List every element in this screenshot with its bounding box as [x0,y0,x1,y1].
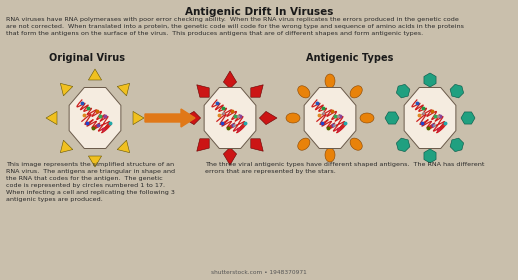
Polygon shape [424,73,436,87]
Polygon shape [61,140,73,153]
Text: This image represents the simplified structure of an
RNA virus.  The antigens ar: This image represents the simplified str… [6,162,175,202]
Polygon shape [350,138,362,150]
Polygon shape [89,156,102,167]
Polygon shape [133,111,144,125]
Polygon shape [396,138,410,152]
Polygon shape [424,149,436,163]
Polygon shape [360,113,374,123]
Text: The three viral antigenic types have different shaped antigens.  The RNA has dif: The three viral antigenic types have dif… [205,162,484,174]
Polygon shape [325,148,335,162]
Polygon shape [251,85,263,97]
Polygon shape [117,140,130,153]
Polygon shape [69,88,121,148]
Polygon shape [350,86,362,98]
Polygon shape [61,83,73,96]
Polygon shape [450,84,464,98]
Polygon shape [325,74,335,88]
Polygon shape [46,111,57,125]
Polygon shape [298,138,310,150]
Polygon shape [404,88,456,148]
Polygon shape [223,147,237,165]
Text: shutterstock.com • 1948370971: shutterstock.com • 1948370971 [211,270,307,275]
Polygon shape [204,88,256,148]
Polygon shape [223,71,237,88]
Polygon shape [385,112,399,124]
Polygon shape [89,69,102,80]
Text: RNA viruses have RNA polymerases with poor error checking ability.  When the RNA: RNA viruses have RNA polymerases with po… [6,17,464,36]
Polygon shape [304,88,356,148]
Polygon shape [286,113,300,123]
Text: Original Virus: Original Virus [49,53,125,63]
Polygon shape [461,112,475,124]
Polygon shape [260,111,277,125]
Polygon shape [183,111,200,125]
Polygon shape [396,84,410,98]
Polygon shape [197,139,209,151]
Polygon shape [298,86,310,98]
Polygon shape [197,85,209,97]
Text: Antigenic Types: Antigenic Types [306,53,394,63]
FancyArrow shape [145,109,195,127]
Text: Antigenic Drift In Viruses: Antigenic Drift In Viruses [185,7,333,17]
Polygon shape [117,83,130,96]
Polygon shape [251,139,263,151]
Polygon shape [450,138,464,152]
